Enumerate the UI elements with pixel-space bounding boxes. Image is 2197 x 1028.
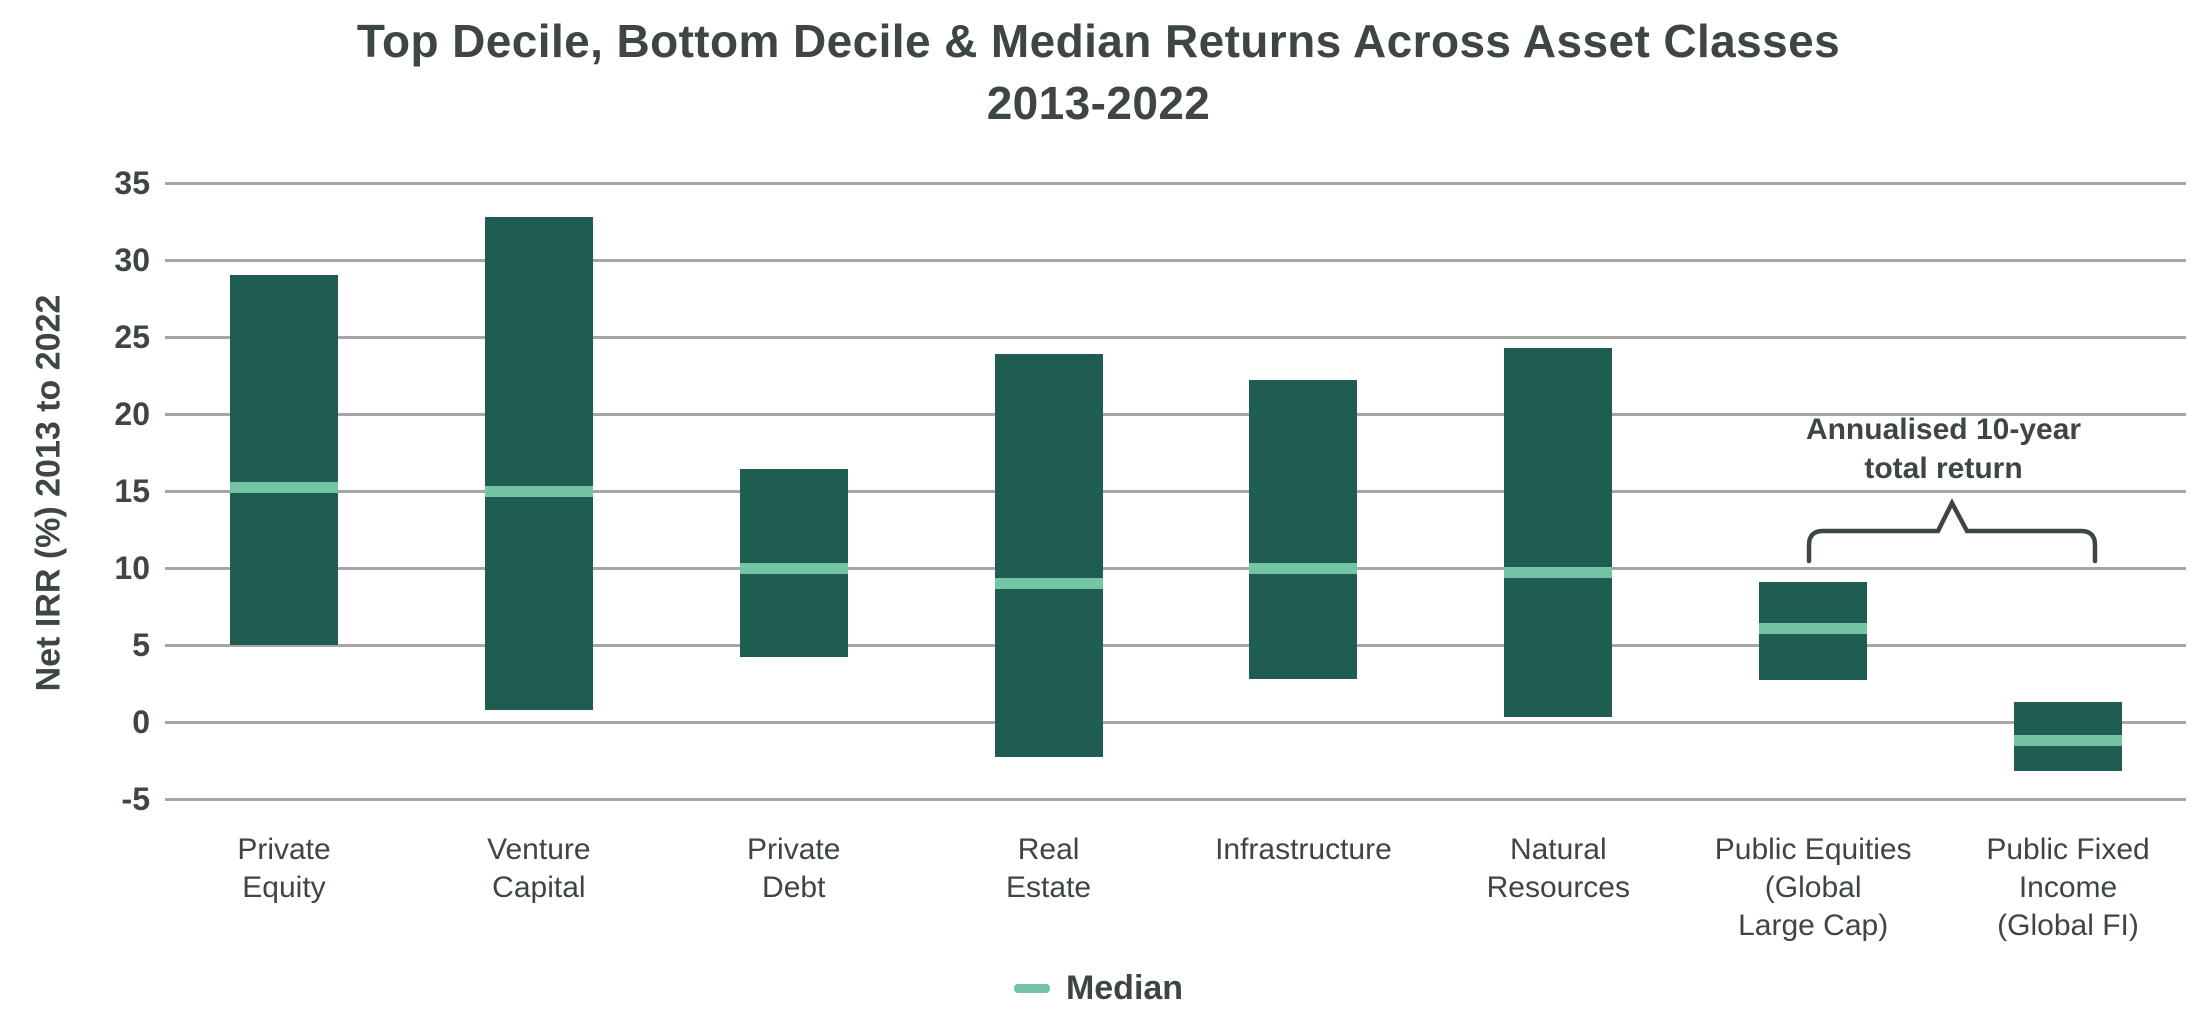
median-marker-private-debt — [739, 562, 848, 574]
x-axis-label-natural-resources: Natural Resources — [1486, 833, 1630, 904]
gridline — [165, 489, 2186, 493]
x-axis-label-private-equity: Private Equity — [237, 833, 331, 904]
y-tick-label: 35 — [114, 165, 150, 201]
x-axis-label-venture-capital: Venture Capital — [487, 833, 591, 904]
annotation-text: Annualised 10-year total return — [1805, 413, 2082, 485]
y-tick-label: 20 — [114, 396, 150, 432]
gridline — [165, 566, 2186, 570]
median-marker-private-equity — [230, 482, 338, 494]
median-marker-public-fixed-income — [2014, 734, 2123, 746]
median-legend-label: Median — [1065, 968, 1184, 1007]
bar-infrastructure — [1249, 380, 1358, 679]
y-tick-label: -5 — [121, 781, 150, 817]
y-tick-label: 30 — [114, 242, 150, 278]
y-tick-label: 10 — [114, 550, 150, 586]
chart-title-line2: 2013-2022 — [986, 77, 1211, 129]
gridline — [165, 797, 2186, 801]
median-marker-natural-resources — [1504, 567, 1613, 579]
y-tick-label: 15 — [114, 473, 150, 509]
x-axis-label-private-debt: Private Debt — [747, 833, 841, 904]
x-axis-label-public-equities-global: Public Equities (Global Large Cap) — [1714, 833, 1912, 942]
gridline — [165, 258, 2186, 262]
median-marker-infrastructure — [1249, 562, 1358, 574]
bar-real-estate — [994, 353, 1103, 758]
gridline — [165, 181, 2186, 185]
gridline — [165, 335, 2186, 339]
median-legend-swatch — [1013, 983, 1050, 993]
y-tick-label: 0 — [132, 704, 150, 740]
x-axis-label-real-estate: Real Estate — [1006, 833, 1092, 904]
y-tick-label: 25 — [114, 319, 150, 355]
chart-title-line1: Top Decile, Bottom Decile & Median Retur… — [356, 15, 1841, 67]
bar-natural-resources — [1504, 347, 1613, 718]
y-tick-label: 5 — [132, 627, 150, 663]
x-axis-label-infrastructure: Infrastructure — [1215, 833, 1392, 866]
median-marker-venture-capital — [484, 485, 593, 497]
chart-title: Top Decile, Bottom Decile & Median Retur… — [0, 10, 2197, 134]
gridline — [165, 643, 2186, 647]
annotation-brace — [1806, 498, 2098, 564]
bar-private-equity — [230, 275, 338, 645]
bar-venture-capital — [484, 216, 593, 710]
gridline — [165, 720, 2186, 724]
legend: Median — [0, 964, 2197, 1012]
gridline — [165, 412, 2186, 416]
median-marker-real-estate — [994, 577, 1103, 589]
median-marker-public-equities-global — [1759, 622, 1868, 634]
x-axis-label-public-fixed-income: Public Fixed Income (Global FI) — [1986, 833, 2150, 942]
